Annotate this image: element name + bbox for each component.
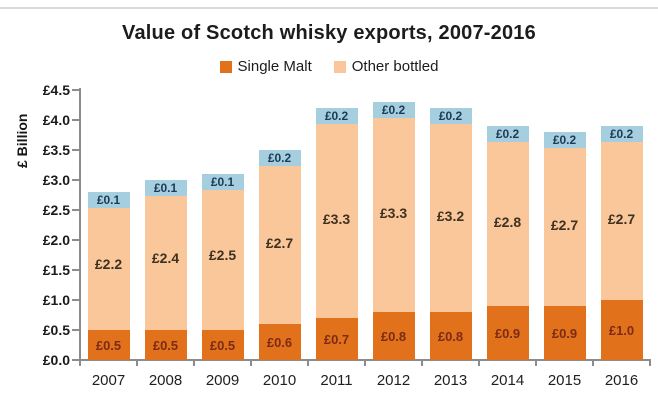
chart-title: Value of Scotch whisky exports, 2007-201…	[122, 22, 536, 44]
legend-item-single-malt: Single Malt	[219, 58, 312, 75]
x-tick-mark	[136, 361, 138, 366]
bar-segment-single-malt: £0.8	[372, 312, 415, 360]
y-tick-mark	[72, 179, 79, 181]
x-category-label: 2013	[433, 372, 468, 389]
y-tick-label: £0.0	[42, 352, 70, 368]
bar-segment-single-malt: £0.5	[87, 330, 130, 360]
y-axis-line	[79, 88, 81, 361]
x-axis-line	[74, 359, 651, 361]
x-tick-mark	[307, 361, 309, 366]
x-category-label: 2012	[376, 372, 411, 389]
bar-label-other-bottled: £3.3	[322, 211, 351, 227]
legend-swatch-single-malt	[219, 60, 232, 73]
bar-segment-single-malt: £0.6	[258, 324, 301, 360]
y-tick-label: £4.5	[42, 82, 70, 98]
bar-2010: £0.2 £2.7 £0.6	[258, 150, 301, 360]
y-tick-mark	[72, 269, 79, 271]
bar-2012: £0.2 £3.3 £0.8	[372, 102, 415, 360]
x-tick-mark	[649, 361, 651, 366]
y-tick-mark	[72, 119, 79, 121]
x-category-label: 2014	[490, 372, 525, 389]
x-tick-mark	[592, 361, 594, 366]
bar-segment-single-malt: £0.9	[486, 306, 529, 360]
legend-label-other-bottled: Other bottled	[351, 58, 439, 75]
y-tick-mark	[72, 329, 79, 331]
bar-segment-single-malt: £0.5	[144, 330, 187, 360]
bar-2008: £0.1 £2.4 £0.5	[144, 180, 187, 360]
y-tick-mark	[72, 209, 79, 211]
bar-2015: £0.2 £2.7 £0.9	[543, 132, 586, 360]
y-tick-label: £4.0	[42, 112, 70, 128]
bar-2016: £0.2 £2.7 £1.0	[600, 126, 643, 360]
x-category-label: 2007	[91, 372, 126, 389]
bar-segment-single-malt: £0.8	[429, 312, 472, 360]
bar-label-other-bottled: £2.4	[151, 250, 180, 266]
bar-label-other-bottled: £2.2	[94, 256, 123, 272]
bar-label-other-bottled: £2.5	[208, 247, 237, 263]
bar-top-segment-label: £0.2	[600, 126, 643, 142]
bar-top-segment-label: £0.2	[315, 108, 358, 124]
x-category-label: 2011	[320, 372, 353, 389]
bar-label-other-bottled: £2.7	[550, 217, 579, 233]
bar-label-other-bottled: £2.8	[493, 214, 522, 230]
bar-label-other-bottled: £2.7	[265, 235, 294, 251]
bar-2009: £0.1 £2.5 £0.5	[201, 174, 244, 360]
x-tick-mark	[535, 361, 537, 366]
x-category-label: 2015	[547, 372, 582, 389]
y-tick-mark	[72, 239, 79, 241]
bar-segment-single-malt: £1.0	[600, 300, 643, 360]
x-tick-mark	[478, 361, 480, 366]
x-category-label: 2016	[604, 372, 639, 389]
plot-area: £0.1 £2.2 £0.5 2007 £0.1 £2.4 £0.5 2008 £0.1 £2.5…	[80, 90, 650, 389]
bar-top-segment-label: £0.2	[486, 126, 529, 142]
bar-top-segment-label: £0.2	[258, 150, 301, 166]
x-tick-mark	[250, 361, 252, 366]
y-tick-label: £0.5	[42, 322, 70, 338]
bar-top-segment-label: £0.1	[144, 180, 187, 196]
x-tick-mark	[364, 361, 366, 366]
bar-label-other-bottled: £2.7	[607, 211, 636, 227]
bar-2007: £0.1 £2.2 £0.5	[87, 192, 130, 360]
bar-2011: £0.2 £3.3 £0.7	[315, 108, 358, 360]
y-tick-label: £1.0	[42, 292, 70, 308]
bar-2013: £0.2 £3.2 £0.8	[429, 108, 472, 360]
legend-item-other-bottled: Other bottled	[333, 58, 439, 75]
bar-top-segment-label: £0.1	[87, 192, 130, 208]
y-tick-mark	[72, 359, 79, 361]
bar-top-segment-label: £0.2	[372, 102, 415, 118]
y-tick-mark	[72, 89, 79, 91]
y-tick-mark	[72, 299, 79, 301]
legend-swatch-other-bottled	[333, 60, 346, 73]
y-tick-label: £1.5	[42, 262, 70, 278]
bar-top-segment-label: £0.2	[543, 132, 586, 148]
legend-label-single-malt: Single Malt	[237, 58, 312, 75]
legend: Single Malt Other bottled	[0, 58, 658, 75]
y-tick-label: £2.0	[42, 232, 70, 248]
bar-top-segment-label: £0.2	[429, 108, 472, 124]
x-tick-mark	[421, 361, 423, 366]
bar-segment-single-malt: £0.5	[201, 330, 244, 360]
x-tick-mark	[79, 361, 81, 366]
bar-2014: £0.2 £2.8 £0.9	[486, 126, 529, 360]
bar-label-other-bottled: £3.3	[379, 205, 408, 221]
top-border-line	[0, 7, 658, 9]
bar-segment-single-malt: £0.9	[543, 306, 586, 360]
bar-label-other-bottled: £3.2	[436, 208, 465, 224]
bar-top-segment-label: £0.1	[201, 174, 244, 190]
bar-segment-single-malt: £0.7	[315, 318, 358, 360]
x-category-label: 2008	[148, 372, 183, 389]
x-category-label: 2010	[262, 372, 297, 389]
x-category-label: 2009	[205, 372, 240, 389]
y-tick-label: £3.5	[42, 142, 70, 158]
y-tick-label: £2.5	[42, 202, 70, 218]
y-tick-label: £3.0	[42, 172, 70, 188]
x-tick-mark	[193, 361, 195, 366]
y-tick-mark	[72, 149, 79, 151]
